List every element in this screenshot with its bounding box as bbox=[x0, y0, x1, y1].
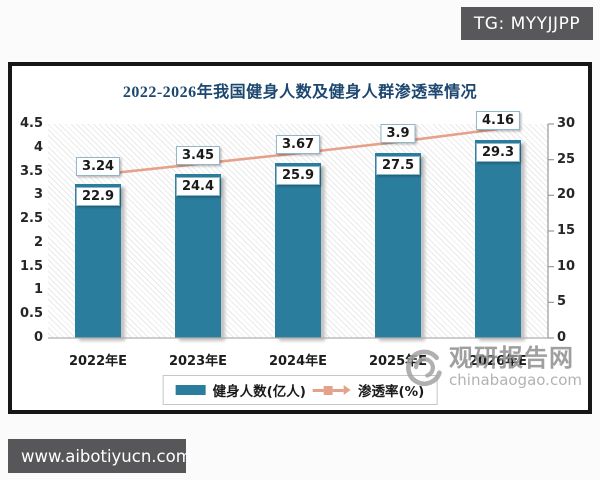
chart-title: 2022-2026年我国健身人数及健身人群渗透率情况 bbox=[122, 84, 478, 101]
bar-value-label: 3.9 bbox=[380, 123, 416, 143]
left-axis-tick: 1.5 bbox=[19, 258, 43, 274]
right-axis-tick: 20 bbox=[557, 187, 576, 203]
left-axis-tick: 2.5 bbox=[19, 211, 43, 227]
bar-2025年E bbox=[375, 152, 421, 338]
bottom-banner-url: www.aibotiyucn.com bbox=[8, 439, 192, 473]
right-axis-tick: 10 bbox=[557, 258, 576, 274]
bar-2026年E bbox=[475, 140, 521, 338]
right-axis-tick: 5 bbox=[557, 294, 567, 310]
line-value-label: 24.4 bbox=[175, 176, 221, 196]
line-series-label: 渗透率(%) bbox=[357, 384, 425, 400]
bar-value-label: 3.24 bbox=[75, 156, 121, 176]
bar-value-label: 3.67 bbox=[275, 135, 321, 155]
right-axis-tick: 15 bbox=[557, 223, 576, 238]
chart-legend: 健身人数(亿人) 渗透率(%) bbox=[162, 375, 438, 405]
chart-frame: 2022-2026年我国健身人数及健身人群渗透率情况 3.24 3.45 3.67 3… bbox=[8, 62, 592, 414]
right-axis-tick: 30 bbox=[557, 116, 576, 131]
left-axis-tick: 4 bbox=[33, 139, 43, 155]
line-series-marker bbox=[312, 385, 351, 395]
x-axis-label: 2023年E bbox=[168, 354, 228, 369]
bar-series-swatch bbox=[175, 385, 206, 395]
chart-area: 2022-2026年我国健身人数及健身人群渗透率情况 3.24 3.45 3.67 3… bbox=[12, 66, 588, 410]
line-value-label: 29.3 bbox=[475, 143, 521, 163]
bar-2023年E bbox=[175, 173, 221, 338]
line-value-label: 22.9 bbox=[75, 186, 121, 206]
x-axis-label: 2026年E bbox=[468, 354, 528, 369]
left-axis-tick: 0 bbox=[33, 330, 43, 345]
right-axis-tick: 25 bbox=[557, 151, 576, 167]
left-axis-tick: 2 bbox=[33, 234, 43, 250]
line-value-label: 27.5 bbox=[375, 155, 421, 175]
x-axis-label: 2024年E bbox=[268, 354, 328, 369]
bar-series-label: 健身人数(亿人) bbox=[212, 384, 306, 400]
x-axis-label: 2025年E bbox=[368, 354, 428, 369]
left-axis-tick: 4.5 bbox=[19, 116, 43, 131]
right-axis-tick: 0 bbox=[557, 330, 567, 345]
left-axis-tick: 3 bbox=[33, 187, 43, 203]
x-axis-label: 2022年E bbox=[68, 354, 128, 369]
line-value-label: 25.9 bbox=[275, 166, 321, 186]
left-axis-tick: 3.5 bbox=[19, 163, 43, 179]
tg-badge: TG: MYYJJPP bbox=[461, 7, 593, 40]
bar-2024年E bbox=[275, 163, 321, 338]
bar-value-label: 4.16 bbox=[475, 110, 521, 130]
left-axis-tick: 1 bbox=[33, 282, 43, 298]
left-axis-tick: 0.5 bbox=[19, 306, 43, 322]
bar-2022年E bbox=[75, 183, 121, 338]
bar-value-label: 3.45 bbox=[175, 145, 221, 165]
